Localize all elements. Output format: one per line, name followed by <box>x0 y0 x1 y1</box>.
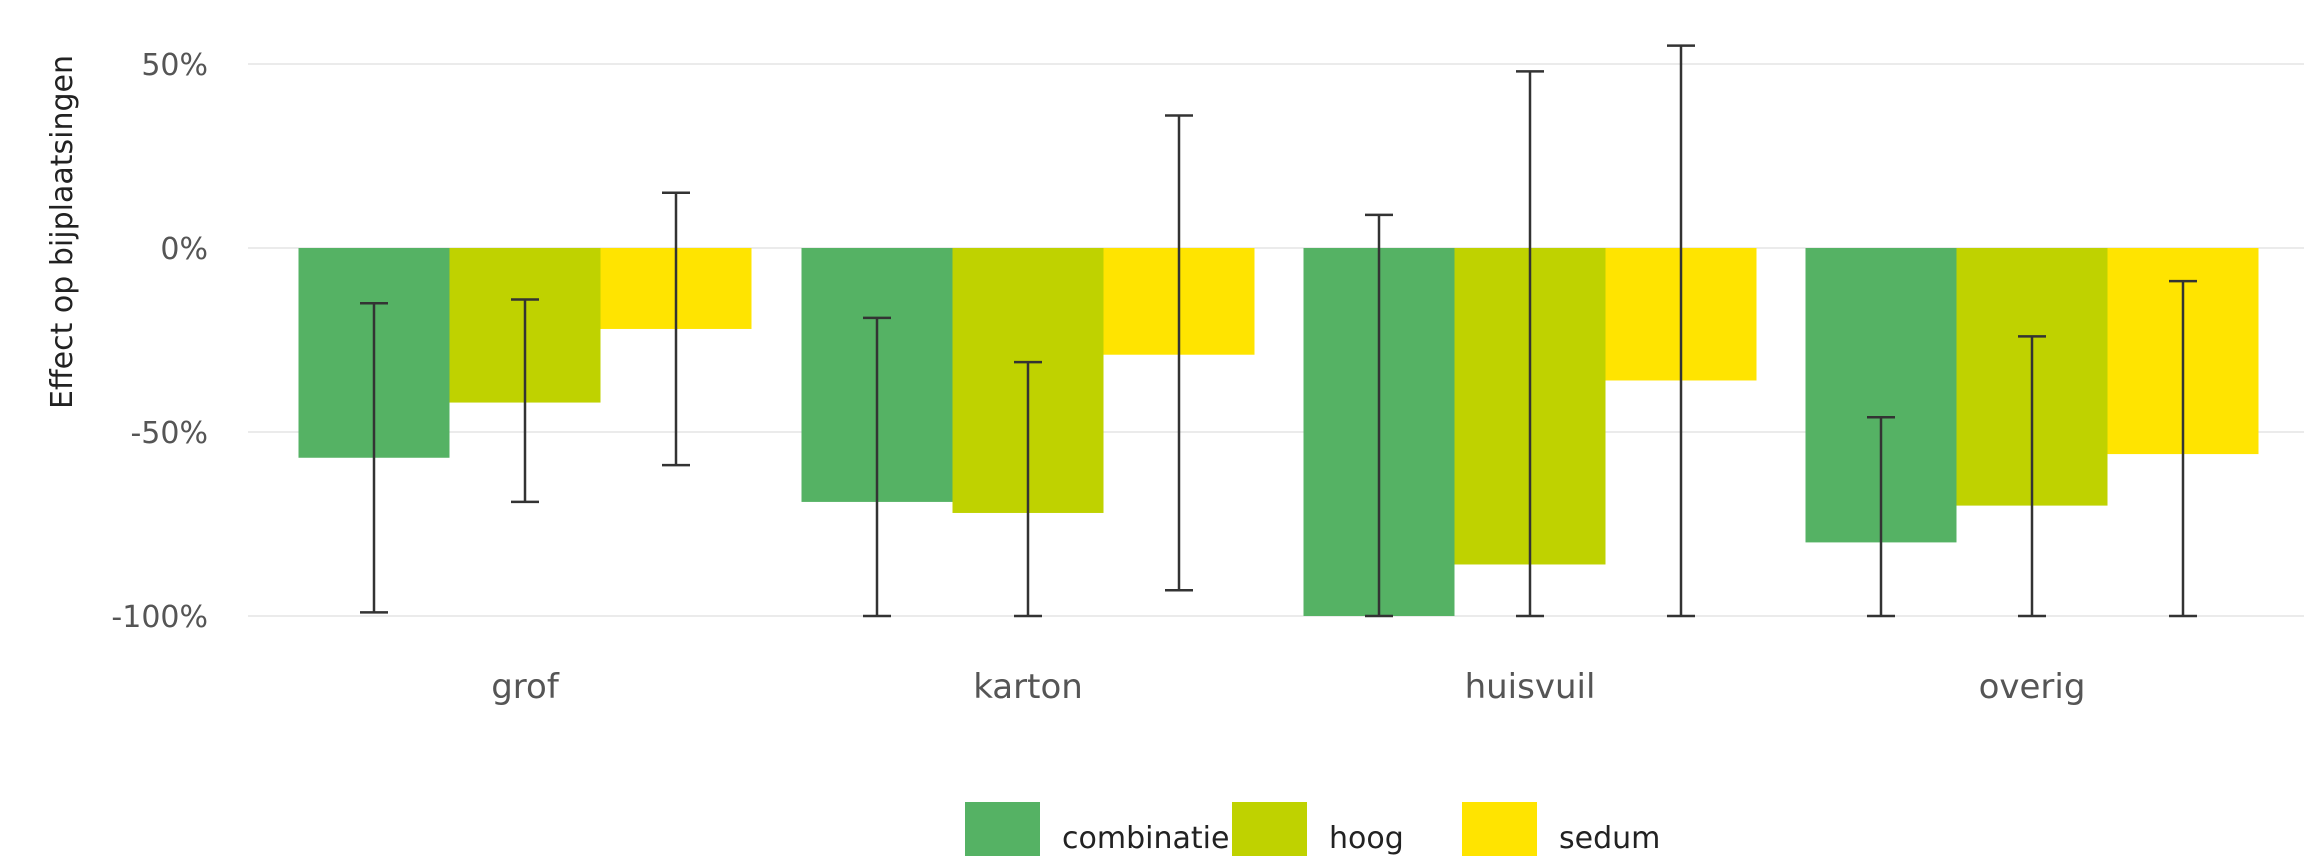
x-category-label: karton <box>973 667 1083 707</box>
y-tick-label: 0% <box>160 232 208 267</box>
y-tick-label: -100% <box>111 600 208 635</box>
legend-label-hoog: hoog <box>1329 821 1404 856</box>
legend-label-sedum: sedum <box>1559 821 1660 856</box>
legend-swatch-sedum <box>1462 802 1537 856</box>
legend-swatch-hoog <box>1232 802 1307 856</box>
legend: combinatie hoog sedum <box>965 802 1660 856</box>
legend-swatch-combinatie <box>965 802 1040 856</box>
legend-label-combinatie: combinatie <box>1062 821 1229 856</box>
x-axis-categories: grof karton huisvuil overig <box>491 667 2085 707</box>
y-axis-title: Effect op bijplaatsingen <box>45 55 80 409</box>
y-tick-label: -50% <box>130 416 208 451</box>
x-category-label: overig <box>1979 667 2086 707</box>
y-axis-ticks: 50% 0% -50% -100% <box>111 48 208 635</box>
y-tick-label: 50% <box>141 48 208 83</box>
error-bars <box>360 44 2197 618</box>
x-category-label: huisvuil <box>1465 667 1596 707</box>
x-category-label: grof <box>491 667 560 707</box>
